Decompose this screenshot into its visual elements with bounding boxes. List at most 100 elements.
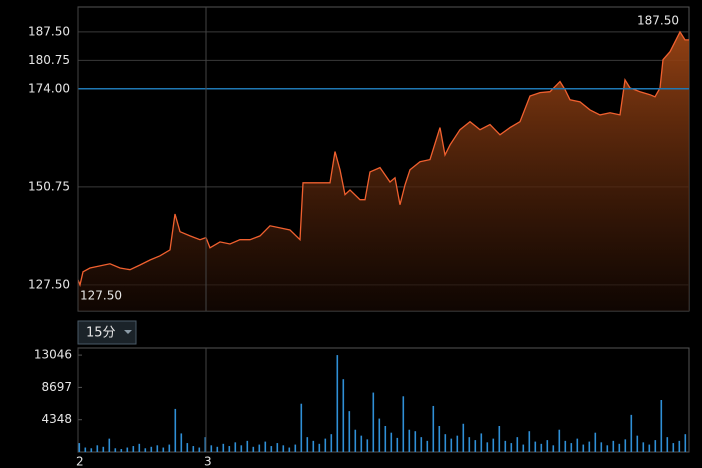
volume-bar <box>636 435 639 452</box>
volume-bar <box>156 445 159 452</box>
volume-bar <box>192 446 195 452</box>
volume-bar <box>540 443 543 452</box>
volume-bar <box>222 443 225 452</box>
volume-bar <box>444 434 447 452</box>
volume-bar <box>204 437 207 452</box>
volume-bar <box>318 443 321 452</box>
volume-panel <box>77 347 690 453</box>
y-tick-label: 8697 <box>41 380 72 394</box>
y-tick-label: 4348 <box>41 412 72 426</box>
volume-bar <box>84 447 87 452</box>
volume-bar <box>252 446 255 452</box>
volume-bar <box>498 426 501 452</box>
y-tick-label: 127.50 <box>28 277 70 291</box>
dropdown-arrow <box>124 330 132 334</box>
volume-bar <box>552 445 555 452</box>
volume-bar <box>132 446 135 452</box>
volume-bar <box>138 443 141 452</box>
volume-bar <box>108 438 111 452</box>
volume-bar <box>234 442 237 452</box>
volume-bar <box>450 438 453 452</box>
volume-bar <box>474 440 477 452</box>
volume-bar <box>420 437 423 452</box>
volume-bar <box>408 429 411 452</box>
volume-bar <box>510 443 513 452</box>
volume-bar <box>558 429 561 452</box>
volume-bar <box>666 437 669 452</box>
volume-bar <box>186 443 189 452</box>
volume-bar <box>360 435 363 452</box>
volume-bar <box>90 448 93 452</box>
volume-bar <box>354 429 357 452</box>
volume-bar <box>210 445 213 452</box>
volume-bar <box>126 447 129 452</box>
volume-bar <box>630 414 633 452</box>
volume-bar <box>288 447 291 452</box>
dropdown-label[interactable]: 15分 <box>86 326 116 341</box>
volume-bar <box>282 445 285 452</box>
volume-bar <box>660 400 663 452</box>
price-line <box>77 30 689 288</box>
volume-bar <box>432 405 435 452</box>
volume-bar <box>78 443 81 452</box>
volume-bar <box>492 438 495 452</box>
volume-bar <box>102 446 105 452</box>
volume-bar <box>486 442 489 452</box>
x-tick-label: 2 <box>76 455 84 468</box>
volume-bar <box>144 448 147 452</box>
volume-bar <box>606 445 609 452</box>
volume-bar <box>150 446 153 452</box>
y-tick-label: 150.75 <box>28 179 70 193</box>
volume-bar <box>378 418 381 452</box>
volume-bar <box>246 440 249 452</box>
volume-bar <box>300 403 303 452</box>
volume-bar <box>546 440 549 452</box>
volume-bar <box>564 440 567 452</box>
volume-bar <box>276 443 279 452</box>
volume-bar <box>438 426 441 452</box>
volume-bar <box>600 442 603 452</box>
price-area <box>78 31 689 312</box>
volume-bar <box>258 444 261 452</box>
volume-bar <box>618 443 621 452</box>
volume-bar <box>528 431 531 452</box>
volume-bar <box>372 392 375 452</box>
volume-bar <box>264 441 267 452</box>
volume-bar <box>672 443 675 452</box>
volume-bar <box>516 437 519 452</box>
volume-bar <box>162 447 165 452</box>
volume-bar <box>312 440 315 452</box>
volume-bar <box>384 426 387 452</box>
volume-bar <box>330 434 333 452</box>
volume-bar <box>402 396 405 452</box>
volume-bar <box>270 446 273 452</box>
volume-bar <box>396 437 399 452</box>
volume-bar <box>534 441 537 452</box>
y-tick-label: 187.50 <box>28 24 70 38</box>
volume-bar <box>642 442 645 452</box>
volume-bar <box>426 440 429 452</box>
interval-dropdown[interactable]: 15分 <box>77 320 137 345</box>
volume-bar <box>174 408 177 452</box>
volume-bar <box>504 440 507 452</box>
volume-bar <box>306 437 309 452</box>
volume-bar <box>462 423 465 452</box>
max-label: 187.50 <box>637 14 679 28</box>
volume-bar <box>198 447 201 452</box>
volume-bar <box>594 432 597 452</box>
volume-bar <box>366 439 369 452</box>
volume-bar <box>678 440 681 452</box>
volume-bar <box>390 432 393 452</box>
volume-bar <box>342 379 345 452</box>
volume-bar <box>522 444 525 452</box>
min-label: 127.50 <box>80 289 122 303</box>
dropdown-box[interactable] <box>77 320 137 345</box>
volume-bar <box>240 445 243 452</box>
volume-bar <box>348 411 351 452</box>
x-tick-label: 3 <box>204 455 212 468</box>
volume-bar <box>228 446 231 452</box>
volume-bar <box>114 448 117 452</box>
volume-bar <box>216 446 219 452</box>
volume-bar <box>180 433 183 452</box>
volume-bar <box>120 449 123 452</box>
